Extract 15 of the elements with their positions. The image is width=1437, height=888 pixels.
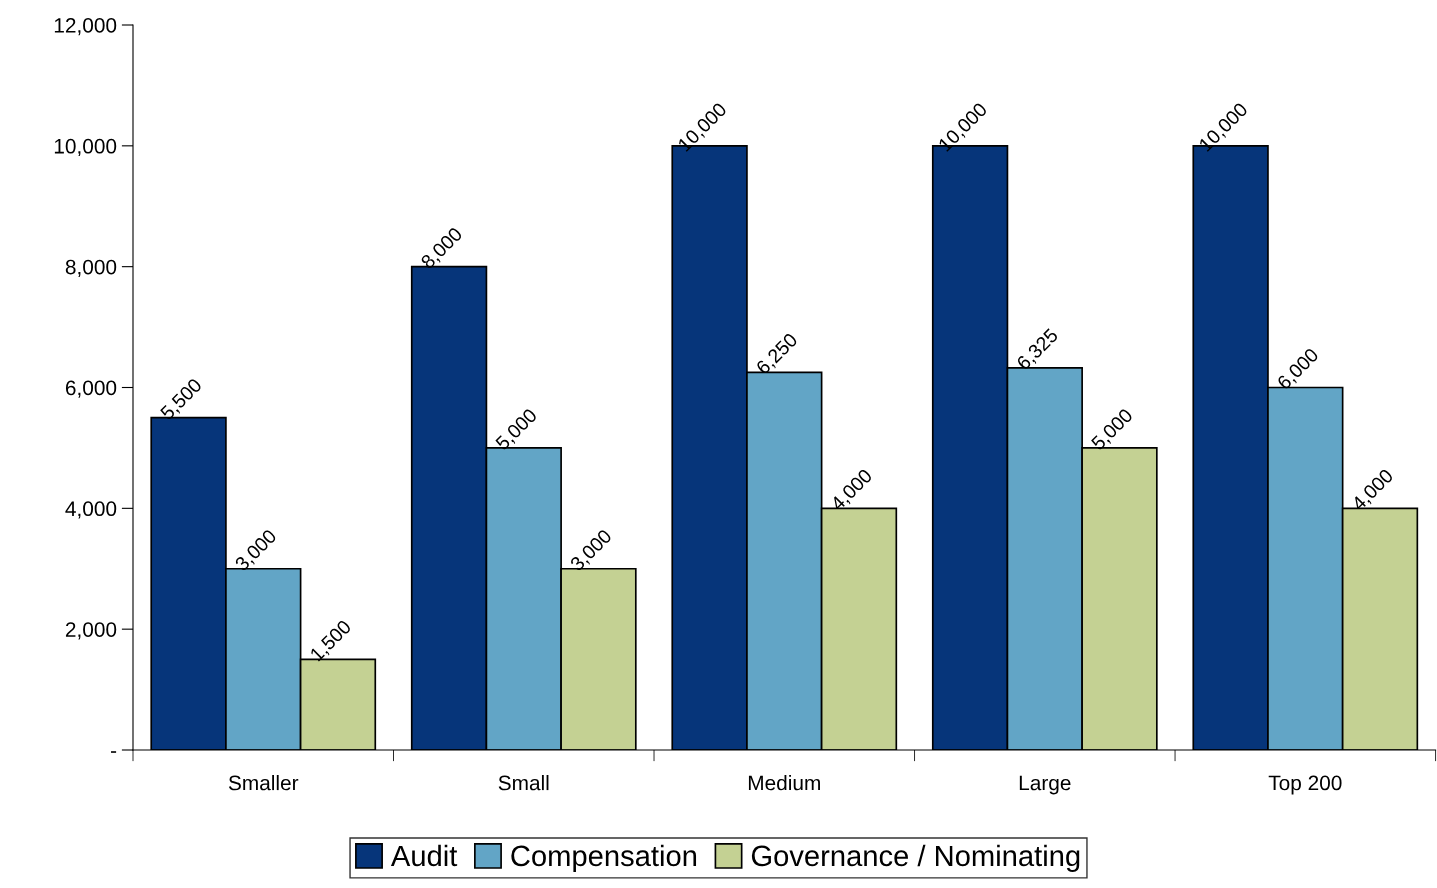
- y-tick-label: 4,000: [65, 501, 117, 519]
- x-tick-label: Large: [1019, 775, 1071, 795]
- y-tick-label: 10,000: [54, 138, 117, 157]
- legend-label: Compensation: [511, 844, 697, 873]
- x-tick-label: Small: [498, 775, 549, 791]
- x-tick-label: Medium: [748, 775, 820, 791]
- x-tick-label: Smaller: [228, 775, 299, 791]
- legend-label: Audit: [390, 844, 458, 867]
- y-tick-label: 8,000: [65, 259, 117, 277]
- x-tick-label: Top 200: [1268, 775, 1342, 795]
- y-tick-label: 2,000: [65, 622, 117, 640]
- y-tick-label: -: [111, 751, 117, 753]
- y-tick-label: 12,000: [54, 18, 117, 36]
- y-tick-label: 6,000: [65, 380, 117, 398]
- legend-label: Governance / Nominating: [751, 844, 1080, 873]
